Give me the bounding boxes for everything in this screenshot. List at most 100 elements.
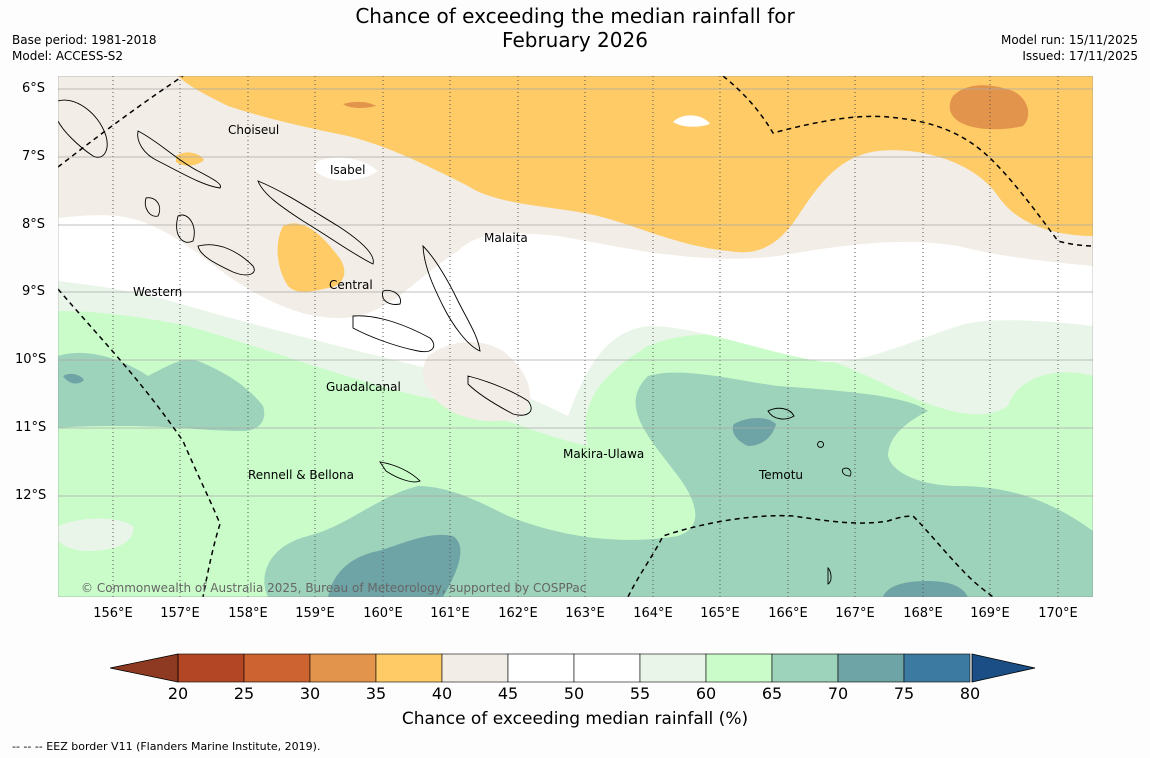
- lat-label-12s: 12°S: [15, 488, 47, 503]
- colorbar-title: Chance of exceeding median rainfall (%): [401, 709, 749, 729]
- zone-70-75-se: [883, 581, 968, 597]
- graticule: [112, 76, 1059, 597]
- title-line-1: Chance of exceeding the median rainfall …: [355, 4, 795, 28]
- choiseul-outline: [137, 130, 221, 189]
- place-malaita: Malaita: [484, 231, 528, 245]
- lon-label-167e: 167°E: [835, 606, 875, 621]
- map-title: Chance of exceeding the median rainfall …: [0, 4, 1150, 52]
- place-choiseul: Choiseul: [228, 123, 279, 137]
- makira-outline: [467, 375, 532, 416]
- zone-40-45-guadalcanal: [423, 341, 531, 422]
- lon-label-163e: 163°E: [565, 606, 605, 621]
- run-info: Model run: 15/11/2025 Issued: 17/11/2025: [1001, 32, 1138, 64]
- bougainville-outline: [58, 99, 108, 158]
- base-period: Base period: 1981-2018: [12, 33, 157, 47]
- lat-label-11s: 11°S: [15, 420, 47, 435]
- colorbar-cell: [837, 653, 905, 683]
- zone-45-50-isabel: [314, 157, 378, 181]
- isabel-outline: [257, 180, 374, 265]
- zone-65-70-south: [264, 372, 1093, 597]
- zone-70-75-south: [328, 534, 461, 597]
- colorbar-cell: [243, 653, 311, 683]
- issued-date: Issued: 17/11/2025: [1022, 49, 1138, 63]
- colorbar-cell: [771, 653, 839, 683]
- lat-label-8s: 8°S: [22, 217, 46, 232]
- zone-45-50-pocket: [673, 115, 710, 127]
- lon-label-170e: 170°E: [1038, 606, 1078, 621]
- model-run-date: Model run: 15/11/2025: [1000, 33, 1138, 47]
- lon-label-164e: 164°E: [633, 606, 673, 621]
- zone-70-75-temotu: [732, 418, 776, 446]
- lat-label-9s: 9°S: [22, 284, 46, 299]
- zone-35-40-central: [277, 223, 345, 292]
- lon-label-165e: 165°E: [700, 606, 740, 621]
- colorbar-tick-label: 40: [431, 684, 453, 703]
- colorbar-tick-label: 70: [827, 684, 849, 703]
- colorbar-tick-label: 45: [497, 684, 519, 703]
- lon-label-158e: 158°E: [228, 606, 268, 621]
- colorbar-cell: [177, 653, 245, 683]
- zone-65-70-west: [58, 352, 265, 431]
- zone-35-40: [178, 76, 1093, 253]
- island-outlines: [58, 99, 852, 585]
- colorbar-cell: [573, 653, 641, 683]
- colorbar-tick-label: 35: [365, 684, 387, 703]
- colorbar-cells: [177, 653, 971, 683]
- lon-label-169e: 169°E: [970, 606, 1010, 621]
- colorbar-tick-label: 80: [959, 684, 981, 703]
- colorbar-tick-label: 30: [299, 684, 321, 703]
- lon-label-157e: 157°E: [160, 606, 200, 621]
- colorbar-tick-label: 55: [629, 684, 651, 703]
- lon-label-168e: 168°E: [903, 606, 943, 621]
- colorbar-tick-label: 25: [233, 684, 255, 703]
- zone-55-60-sw: [58, 518, 134, 551]
- zone-30-35-east: [949, 85, 1029, 130]
- colorbar-cell: [441, 653, 509, 683]
- place-guadalcanal: Guadalcanal: [326, 380, 401, 394]
- rainfall-map: Choiseul Isabel Malaita Central Western …: [58, 76, 1093, 597]
- eez-legend-note: -- -- -- EEZ border V11 (Flanders Marine…: [12, 740, 321, 753]
- vella-lavella-outline: [144, 197, 161, 217]
- zone-30-35-north: [343, 101, 376, 109]
- title-line-2: February 2026: [502, 28, 648, 52]
- model-name: Model: ACCESS-S2: [12, 49, 124, 63]
- colorbar-over-arrow: [971, 653, 1036, 683]
- zone-70-75-west: [63, 373, 84, 384]
- colorbar-cell: [309, 653, 377, 683]
- lat-label-6s: 6°S: [22, 81, 46, 96]
- central-outline: [382, 289, 401, 305]
- colorbar-cell: [639, 653, 707, 683]
- place-temotu: Temotu: [758, 468, 803, 482]
- eez-border: [58, 76, 1093, 597]
- lon-label-159e: 159°E: [295, 606, 335, 621]
- colorbar-tick-label: 60: [695, 684, 717, 703]
- lon-label-162e: 162°E: [498, 606, 538, 621]
- colorbar-under-arrow: [110, 653, 179, 683]
- place-rennell-bellona: Rennell & Bellona: [248, 468, 354, 482]
- model-info: Base period: 1981-2018 Model: ACCESS-S2: [12, 32, 157, 64]
- lon-label-156e: 156°E: [93, 606, 133, 621]
- latitude-lines: [58, 88, 1093, 497]
- zone-60-65-rennell: [284, 480, 300, 516]
- colorbar-tick-label: 50: [563, 684, 585, 703]
- colorbar-cell: [507, 653, 575, 683]
- rennell-outline: [379, 461, 421, 483]
- copyright-notice: © Commonwealth of Australia 2025, Bureau…: [81, 581, 586, 595]
- santa-cruz-outline: [767, 407, 795, 420]
- new-georgia-outline: [176, 214, 255, 276]
- colorbar-cell: [705, 653, 773, 683]
- reefs-outline: [817, 441, 852, 585]
- colorbar-cell: [903, 653, 971, 683]
- place-isabel: Isabel: [330, 163, 365, 177]
- colorbar: [110, 653, 1036, 683]
- place-makira-ulawa: Makira-Ulawa: [563, 447, 644, 461]
- lon-label-166e: 166°E: [768, 606, 808, 621]
- lon-label-161e: 161°E: [430, 606, 470, 621]
- place-central: Central: [329, 278, 373, 292]
- lat-label-7s: 7°S: [22, 149, 46, 164]
- lat-label-10s: 10°S: [15, 352, 47, 367]
- place-western: Western: [133, 285, 182, 299]
- guadalcanal-outline: [352, 315, 435, 353]
- colorbar-tick-label: 75: [893, 684, 915, 703]
- lon-label-160e: 160°E: [363, 606, 403, 621]
